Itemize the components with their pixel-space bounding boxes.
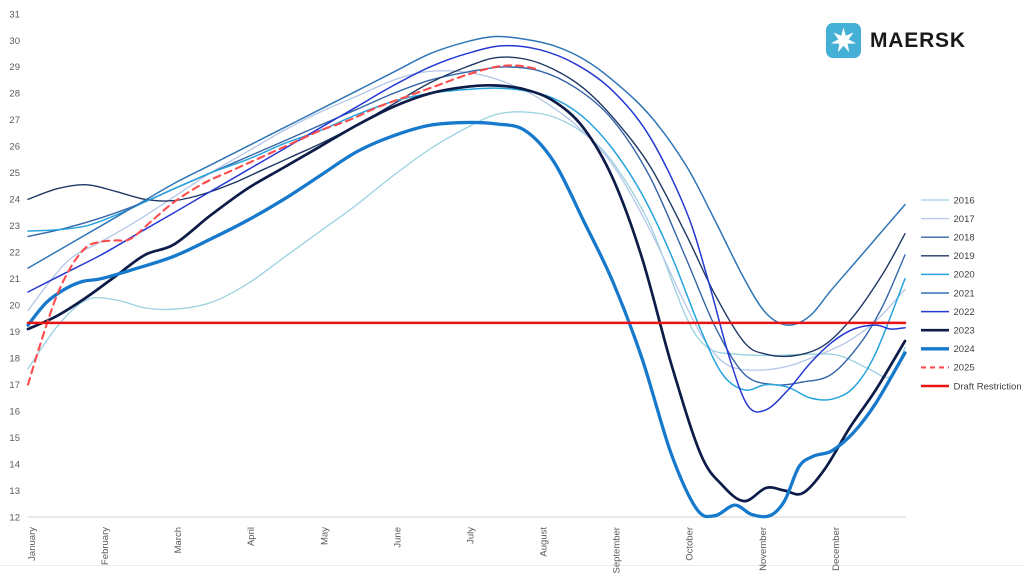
series-line-2016 [27,111,906,379]
legend-label: 2023 [954,326,975,337]
y-tick-15: 15 [9,433,20,444]
y-tick-20: 20 [9,301,20,312]
legend-label: 2022 [954,307,975,318]
y-tick-21: 21 [9,274,20,285]
legend-item-2016: 2016 [921,195,975,206]
legend-item-2019: 2019 [921,251,975,262]
legend-item-2025: 2025 [921,363,975,374]
y-tick-26: 26 [9,142,20,153]
legend-item-2021: 2021 [921,288,975,299]
legend-label: 2025 [954,363,975,374]
y-axis-tick-labels: 12 13 14 15 16 17 18 19 20 21 22 23 24 25 26 27 28 29 30 31 [9,9,20,523]
legend-label: 2019 [954,251,975,262]
series-line-2023 [26,83,907,503]
x-label-february: February [100,527,111,565]
y-tick-12: 12 [9,512,20,523]
maersk-star-icon [826,23,861,58]
y-tick-27: 27 [9,115,20,126]
y-tick-17: 17 [9,380,20,391]
y-tick-14: 14 [9,459,20,470]
x-label-september: September [612,527,623,573]
x-label-july: July [465,527,476,544]
legend-item-2022: 2022 [921,307,975,318]
series-line-2019 [27,56,906,358]
brand-wordmark: MAERSK [870,28,966,52]
series-line-2020 [27,87,906,401]
y-tick-31: 31 [9,9,20,20]
y-tick-19: 19 [9,327,20,338]
y-tick-18: 18 [9,353,20,364]
legend-label: 2017 [954,214,975,225]
y-tick-16: 16 [9,406,20,417]
legend-label: 2016 [954,195,975,206]
legend-label: 2018 [954,233,975,244]
legend: 2016 2017 2018 2019 2020 2021 2022 2023 2024 2025… [921,195,1022,392]
series-line-2022 [27,44,906,413]
x-axis-month-labels: January February March April May June July Augu… [27,527,842,574]
legend-item-2017: 2017 [921,214,975,225]
y-tick-25: 25 [9,168,20,179]
legend-label: 2021 [954,288,975,299]
series-line-2018 [27,66,906,386]
y-tick-28: 28 [9,89,20,100]
x-label-december: December [831,527,842,571]
legend-label: Draft Restriction [954,381,1022,392]
y-tick-24: 24 [9,195,20,206]
y-tick-30: 30 [9,36,20,47]
legend-item-2018: 2018 [921,233,975,244]
series-line-2021 [27,35,906,326]
legend-item-draft-restriction: Draft Restriction [921,381,1022,392]
y-tick-29: 29 [9,62,20,73]
legend-label: 2024 [954,344,975,355]
legend-item-2023: 2023 [921,326,975,337]
y-tick-22: 22 [9,248,20,259]
series-line-2024 [26,120,907,519]
legend-item-2020: 2020 [921,270,975,281]
x-label-november: November [758,527,769,571]
legend-item-2024: 2024 [921,344,975,355]
x-label-may: May [319,527,330,545]
seven-pointed-star-icon [830,27,857,53]
x-label-june: June [392,527,403,548]
maersk-logo: MAERSK [826,23,966,58]
legend-label: 2020 [954,270,975,281]
y-tick-13: 13 [9,486,20,497]
x-label-august: August [539,527,550,557]
y-tick-23: 23 [9,221,20,232]
x-label-january: January [27,527,38,561]
series-line-2017 [27,70,906,371]
x-label-march: March [173,527,184,553]
x-label-october: October [685,527,696,561]
series-lines [26,35,907,519]
series-line-2025 [26,64,541,386]
axis-lines [0,516,1024,566]
x-label-april: April [246,527,257,546]
